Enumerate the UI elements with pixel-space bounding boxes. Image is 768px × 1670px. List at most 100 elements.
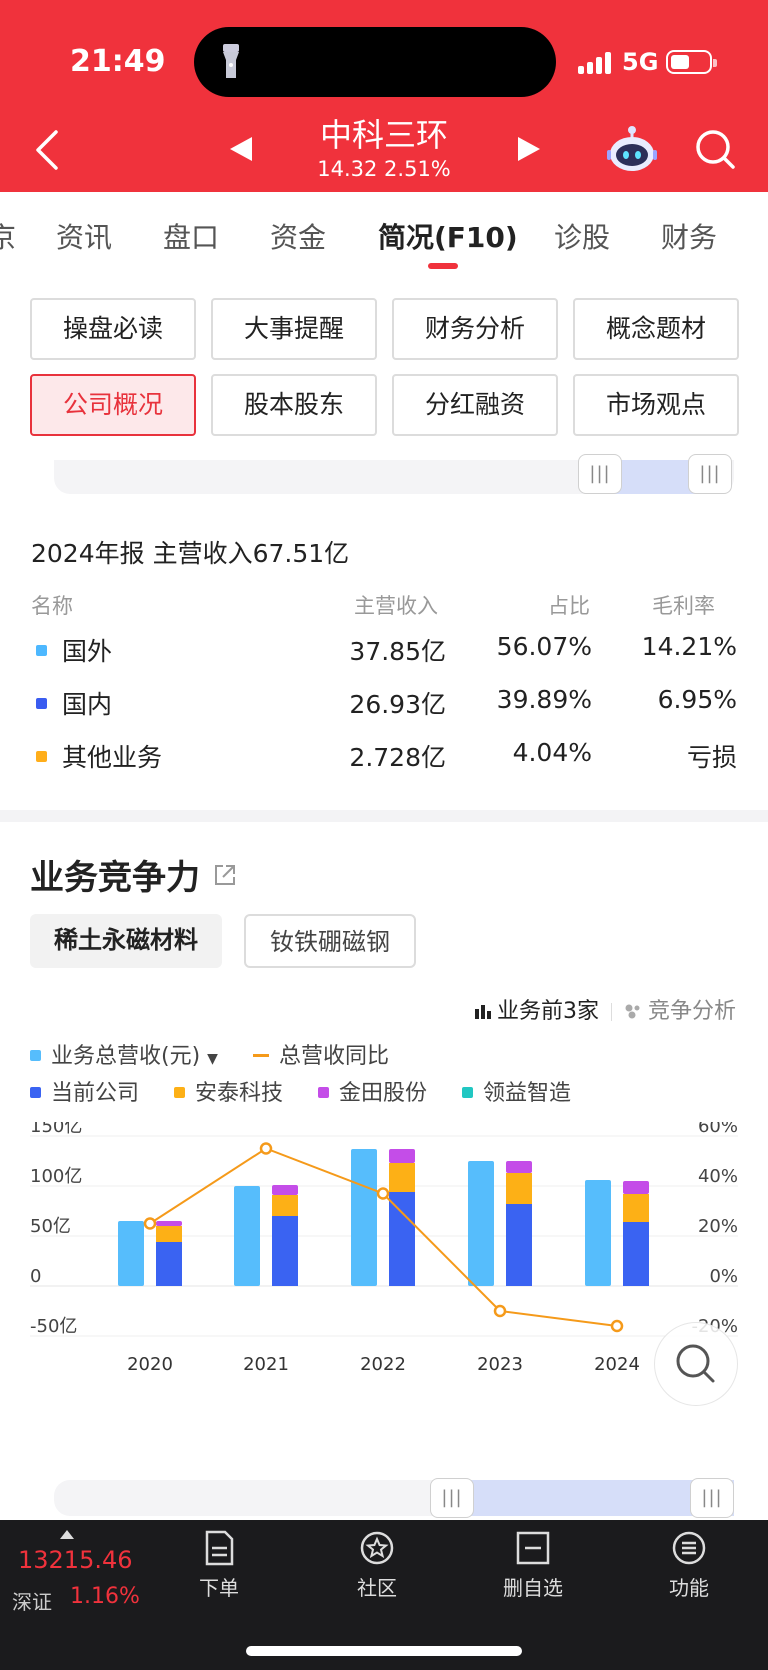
row-share: 39.89%	[496, 685, 592, 714]
navigator-handle-left[interactable]: |||	[430, 1478, 474, 1518]
tab-f10[interactable]: 简况(F10)	[378, 221, 518, 254]
chart-legend-row-1: 业务总营收(元) ▼ 总营收同比	[30, 1038, 417, 1070]
bar-jintian	[623, 1181, 649, 1194]
tab-partial[interactable]: 京	[0, 221, 17, 254]
nav-order[interactable]: 下单	[164, 1530, 274, 1601]
y-right-tick-label: 40%	[698, 1166, 738, 1187]
chart-navigator[interactable]: ||| |||	[54, 1478, 734, 1518]
chip-rare-earth-magnet[interactable]: 稀土永磁材料	[30, 914, 222, 968]
line-yoy-point	[493, 1304, 507, 1318]
navigator-handle-right[interactable]: |||	[688, 454, 732, 494]
legend-yoy[interactable]: 总营收同比	[252, 1038, 389, 1070]
y-right-tick-label: 0%	[709, 1266, 738, 1287]
table-row: 国外 37.85亿 56.07% 14.21%	[0, 632, 768, 686]
navigator-handle-left[interactable]: |||	[578, 454, 622, 494]
row-margin: 6.95%	[657, 685, 737, 714]
nav-remove-watchlist[interactable]: 删自选	[478, 1530, 588, 1601]
legend-antai[interactable]: 安泰科技	[174, 1075, 283, 1107]
tab-news[interactable]: 资讯	[56, 221, 113, 254]
chart-legend-row-2: 当前公司 安泰科技 金田股份 领益智造	[30, 1075, 599, 1107]
row-name: 国外	[62, 637, 113, 666]
col-header-revenue: 主营收入	[354, 594, 438, 618]
bar-total-revenue	[351, 1149, 377, 1286]
line-yoy-point	[610, 1319, 624, 1333]
y-right-tick-label: 20%	[698, 1216, 738, 1237]
row-name: 国内	[62, 690, 113, 719]
nav-community[interactable]: 社区	[322, 1530, 432, 1601]
line-yoy-point	[376, 1187, 390, 1200]
bar-current-company	[506, 1204, 532, 1286]
chip-ndfeb-magnet[interactable]: 钕铁硼磁钢	[244, 914, 416, 968]
bar-total-revenue	[234, 1186, 260, 1286]
btn-event-reminder[interactable]: 大事提醒	[211, 298, 377, 360]
bottom-bar: 13215.46 深证 1.16% 下单 社区 删自选 功能	[0, 1520, 768, 1670]
bar-jintian	[272, 1185, 298, 1195]
competitiveness-chart: 150亿60%100亿40%50亿20%00%-50亿-20%202020212…	[30, 1122, 738, 1375]
btn-shareholders[interactable]: 股本股东	[211, 374, 377, 436]
row-revenue: 2.728亿	[349, 743, 446, 772]
btn-market-views[interactable]: 市场观点	[573, 374, 739, 436]
line-yoy-point	[259, 1142, 273, 1155]
bar-total-revenue	[118, 1221, 144, 1286]
btn-company-overview[interactable]: 公司概况	[30, 374, 196, 436]
btn-financial-analysis[interactable]: 财务分析	[392, 298, 558, 360]
tab-finance[interactable]: 财务	[661, 221, 718, 254]
next-stock-button[interactable]	[518, 137, 540, 161]
search-icon[interactable]	[694, 128, 736, 170]
index-value[interactable]: 13215.46	[18, 1546, 133, 1574]
status-time: 21:49	[70, 44, 166, 79]
remove-watchlist-icon	[516, 1531, 550, 1565]
bar-chart-icon	[474, 1005, 491, 1019]
back-arrow-icon[interactable]	[30, 128, 66, 172]
legend-lingyi[interactable]: 领益智造	[462, 1075, 571, 1107]
stock-price: 14.32	[317, 157, 378, 181]
home-indicator	[246, 1646, 522, 1656]
nav-label: 社区	[357, 1576, 397, 1600]
dynamic-island	[194, 27, 556, 97]
tab-diagnosis[interactable]: 诊股	[554, 221, 611, 254]
external-link-icon[interactable]	[212, 862, 238, 888]
col-header-margin: 毛利率	[652, 594, 715, 618]
view-analysis[interactable]: 竞争分析	[647, 999, 736, 1024]
previous-stock-button[interactable]	[230, 137, 252, 161]
line-yoy	[149, 1147, 618, 1327]
bar-antai	[156, 1226, 182, 1242]
row-margin: 亏损	[686, 743, 737, 772]
x-tick-label: 2024	[594, 1354, 640, 1375]
chart-zoom-button[interactable]	[654, 1322, 738, 1406]
bar-antai	[389, 1163, 415, 1192]
index-name: 深证	[12, 1590, 52, 1614]
bar-jintian	[506, 1161, 532, 1173]
bar-jintian	[389, 1149, 415, 1163]
legend-current[interactable]: 当前公司	[30, 1075, 139, 1107]
upper-chart-navigator[interactable]: ||| |||	[54, 454, 734, 494]
section-title: 业务竞争力	[30, 858, 200, 898]
navigator-handle-right[interactable]: |||	[690, 1478, 734, 1518]
nav-functions[interactable]: 功能	[634, 1530, 744, 1601]
y-right-tick-label: 60%	[698, 1122, 738, 1137]
nav-label: 功能	[669, 1576, 709, 1600]
col-header-name: 名称	[31, 594, 73, 618]
ai-robot-icon[interactable]	[606, 124, 658, 174]
legend-total-revenue[interactable]: 业务总营收(元) ▼	[30, 1038, 218, 1070]
btn-dividends[interactable]: 分红融资	[392, 374, 558, 436]
btn-trading-guide[interactable]: 操盘必读	[30, 298, 196, 360]
tab-capital[interactable]: 资金	[270, 221, 327, 254]
legend-jintian[interactable]: 金田股份	[318, 1075, 427, 1107]
view-top3[interactable]: 业务前3家	[496, 999, 599, 1024]
btn-concepts[interactable]: 概念题材	[573, 298, 739, 360]
battery-icon	[666, 50, 717, 74]
dropdown-caret-icon: ▼	[207, 1051, 218, 1067]
x-tick-label: 2023	[477, 1354, 523, 1375]
legend-dot	[36, 645, 47, 656]
bar-current-company	[389, 1192, 415, 1286]
cellular-signal-icon	[578, 52, 614, 74]
tab-orderbook[interactable]: 盘口	[163, 221, 220, 254]
bar-total-revenue	[585, 1180, 611, 1286]
table-row: 国内 26.93亿 39.89% 6.95%	[0, 685, 768, 739]
x-tick-label: 2022	[360, 1354, 406, 1375]
zoom-icon	[676, 1344, 715, 1383]
row-share: 4.04%	[512, 738, 592, 767]
bar-total-revenue	[468, 1161, 494, 1286]
y-left-tick-label: 100亿	[30, 1166, 82, 1187]
